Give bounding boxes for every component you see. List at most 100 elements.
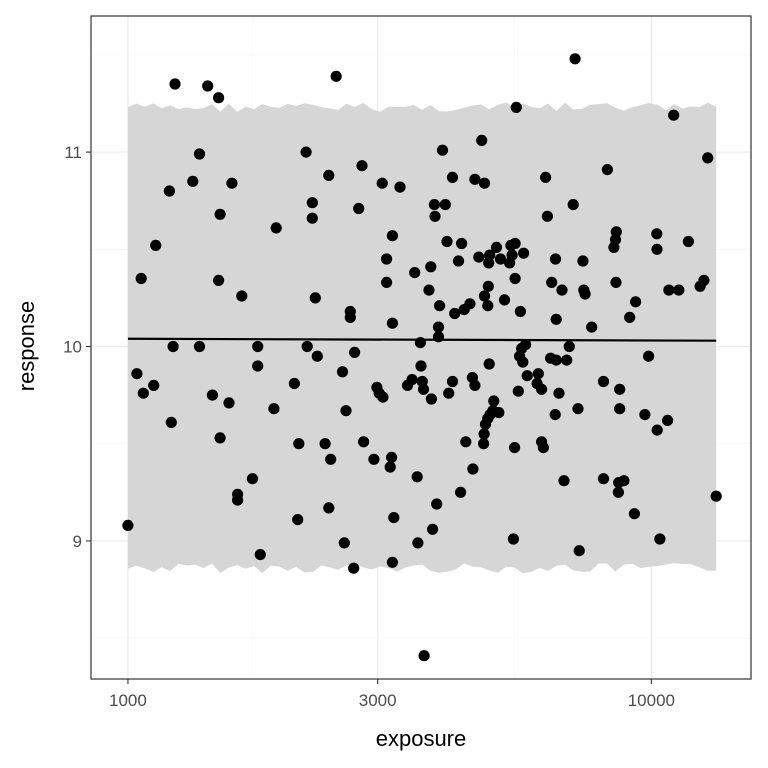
data-point: [386, 556, 398, 568]
data-point: [319, 438, 331, 450]
data-point: [330, 70, 342, 82]
data-point: [358, 436, 370, 448]
data-point: [381, 276, 393, 288]
data-point: [478, 177, 491, 189]
data-point: [443, 387, 455, 399]
data-point: [301, 340, 313, 353]
data-point: [532, 368, 544, 380]
data-point: [449, 307, 461, 320]
data-point: [540, 171, 552, 183]
data-point: [306, 212, 318, 224]
data-point: [311, 350, 323, 362]
data-point: [597, 375, 610, 388]
data-point: [630, 296, 642, 308]
data-point: [131, 368, 143, 380]
data-point: [518, 247, 530, 259]
x-axis: 1000 3000 10000: [109, 679, 675, 710]
data-point: [514, 305, 527, 318]
data-point: [394, 181, 406, 193]
data-point: [643, 350, 655, 362]
data-point: [406, 374, 418, 386]
data-point: [423, 284, 435, 296]
data-point: [288, 377, 300, 390]
data-point: [427, 523, 439, 535]
data-point: [434, 300, 446, 312]
data-point: [193, 340, 206, 353]
data-point: [137, 387, 149, 399]
data-point: [573, 545, 585, 557]
data-point: [483, 358, 495, 370]
data-point: [618, 475, 630, 487]
data-point: [639, 409, 651, 421]
data-point: [439, 199, 451, 211]
data-point: [252, 360, 264, 372]
data-point: [323, 502, 335, 514]
data-point: [429, 210, 441, 222]
data-point: [428, 199, 440, 211]
data-point: [202, 80, 214, 92]
data-point: [601, 164, 614, 176]
data-point: [223, 397, 235, 409]
data-point: [246, 473, 259, 485]
points-layer: [122, 53, 722, 662]
data-point: [236, 290, 248, 302]
data-point: [549, 253, 562, 265]
data-point: [425, 393, 437, 405]
data-point: [206, 389, 218, 401]
data-point: [484, 249, 496, 261]
data-point: [507, 533, 519, 545]
y-axis: 9 10 11: [63, 143, 91, 551]
data-point: [663, 284, 675, 296]
data-point: [348, 562, 360, 574]
data-point: [550, 313, 562, 325]
data-point: [651, 243, 663, 255]
data-point: [567, 199, 579, 211]
data-point: [536, 383, 548, 395]
data-point: [651, 424, 663, 436]
data-point: [624, 311, 636, 323]
data-point: [411, 471, 423, 483]
data-point: [702, 152, 714, 164]
data-point: [478, 438, 490, 450]
data-point: [478, 428, 490, 440]
data-point: [521, 370, 533, 382]
data-point: [512, 385, 524, 397]
data-point: [572, 403, 584, 415]
data-point: [232, 494, 244, 506]
data-point: [376, 177, 388, 189]
data-point: [432, 321, 445, 333]
data-point: [349, 346, 361, 358]
data-point: [478, 290, 491, 302]
data-point: [612, 486, 625, 498]
data-point: [586, 321, 598, 333]
data-point: [356, 160, 368, 172]
data-point: [150, 239, 162, 251]
data-point: [381, 253, 393, 265]
data-point: [698, 274, 710, 286]
data-point: [300, 146, 312, 158]
data-point: [135, 272, 147, 285]
data-point: [662, 414, 674, 426]
data-point: [336, 366, 349, 378]
data-point: [254, 549, 266, 561]
data-point: [654, 533, 666, 545]
data-point: [490, 241, 503, 253]
data-point: [323, 169, 335, 181]
data-point: [553, 387, 565, 399]
data-point: [498, 294, 511, 306]
data-point: [309, 292, 321, 304]
data-point: [148, 379, 160, 391]
data-point: [122, 519, 134, 532]
x-axis-title: exposure: [376, 726, 467, 751]
data-point: [651, 228, 663, 240]
data-point: [464, 298, 476, 310]
data-point: [414, 337, 426, 349]
data-point: [388, 511, 400, 524]
x-tick-label: 3000: [359, 691, 397, 710]
data-point: [614, 383, 626, 395]
data-point: [577, 255, 589, 267]
data-point: [213, 274, 225, 286]
data-point: [226, 177, 238, 189]
data-point: [476, 134, 488, 146]
data-point: [473, 251, 485, 263]
